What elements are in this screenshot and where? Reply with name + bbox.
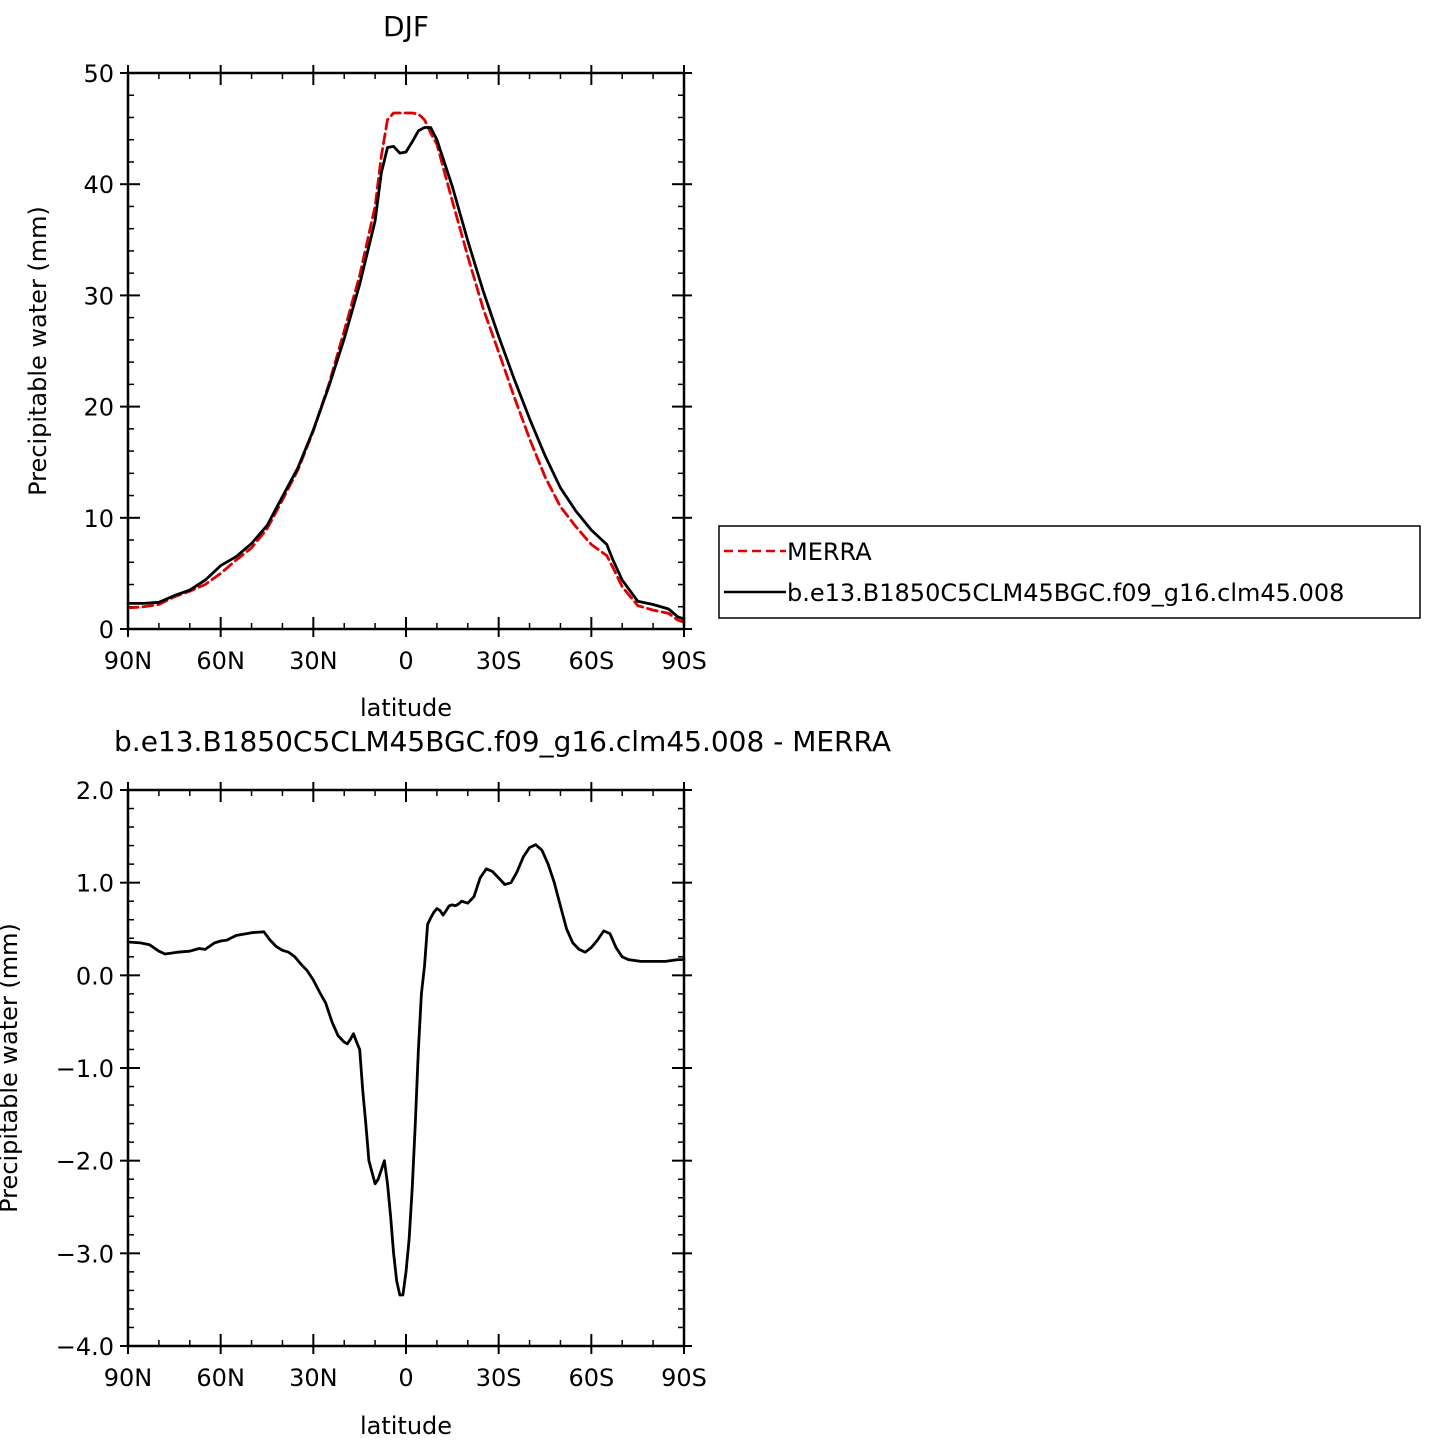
legend-label-model: b.e13.B1850C5CLM45BGC.f09_g16.clm45.008	[787, 579, 1344, 607]
legend-box	[718, 525, 1421, 619]
bottom-y-tick-label: 0.0	[76, 962, 114, 990]
bottom-y-tick-label: −3.0	[56, 1240, 114, 1268]
legend-label-merra: MERRA	[787, 538, 872, 566]
bottom-x-tick-label: 0	[398, 1364, 413, 1392]
bottom-x-tick-label: 30S	[476, 1364, 522, 1392]
top-y-tick-label: 20	[83, 394, 114, 422]
top-x-tick-label: 30S	[476, 647, 522, 675]
top-tick-labels: 90N 60N 30N 0 30S 60S 90S 0 10 20 30 40 50	[83, 60, 706, 675]
top-x-axis-label: latitude	[360, 694, 452, 722]
bottom-x-tick-label: 30N	[289, 1364, 338, 1392]
top-x-tick-label: 60N	[196, 647, 245, 675]
top-y-tick-label: 40	[83, 171, 114, 199]
top-series-line-model	[126, 126, 686, 621]
bottom-y-tick-label: −2.0	[56, 1148, 114, 1176]
legend: MERRA b.e13.B1850C5CLM45BGC.f09_g16.clm4…	[718, 525, 1421, 619]
bottom-x-tick-label: 90S	[661, 1364, 707, 1392]
bottom-x-tick-label: 90N	[104, 1364, 153, 1392]
top-chart-title: DJF	[383, 10, 429, 43]
bottom-series-group	[126, 843, 686, 1297]
top-x-tick-label: 90S	[661, 647, 707, 675]
bottom-x-tick-label: 60N	[196, 1364, 245, 1392]
top-panel: DJF 90N 60N 30N 0 30S 60S 90S 0 10 20 30 40 50 latit…	[24, 10, 707, 722]
top-series-group	[126, 111, 686, 624]
bottom-tick-labels: 90N 60N 30N 0 30S 60S 90S −4.0 −3.0 −2.0 −1.0 0.0 1.…	[56, 777, 707, 1392]
bottom-series-line-difference	[126, 843, 686, 1297]
top-y-axis-label: Precipitable water (mm)	[24, 206, 52, 496]
bottom-y-tick-label: 1.0	[76, 870, 114, 898]
top-x-tick-label: 30N	[289, 647, 338, 675]
top-y-tick-label: 0	[99, 616, 114, 644]
top-y-tick-label: 50	[83, 60, 114, 88]
bottom-panel: b.e13.B1850C5CLM45BGC.f09_g16.clm45.008 …	[0, 725, 891, 1440]
top-y-tick-label: 30	[83, 282, 114, 310]
bottom-y-tick-label: −1.0	[56, 1055, 114, 1083]
top-series-line-merra	[126, 111, 686, 624]
bottom-x-tick-label: 60S	[568, 1364, 614, 1392]
bottom-plot-frame	[126, 788, 686, 1348]
top-x-tick-label: 60S	[568, 647, 614, 675]
top-plot-frame	[126, 71, 686, 631]
top-x-tick-label: 0	[398, 647, 413, 675]
top-y-tick-label: 10	[83, 505, 114, 533]
bottom-y-tick-label: −4.0	[56, 1333, 114, 1361]
bottom-y-axis-label: Precipitable water (mm)	[0, 923, 23, 1213]
bottom-y-tick-label: 2.0	[76, 777, 114, 805]
bottom-chart-title: b.e13.B1850C5CLM45BGC.f09_g16.clm45.008 …	[114, 725, 891, 758]
bottom-x-axis-label: latitude	[360, 1412, 452, 1440]
top-x-tick-label: 90N	[104, 647, 153, 675]
